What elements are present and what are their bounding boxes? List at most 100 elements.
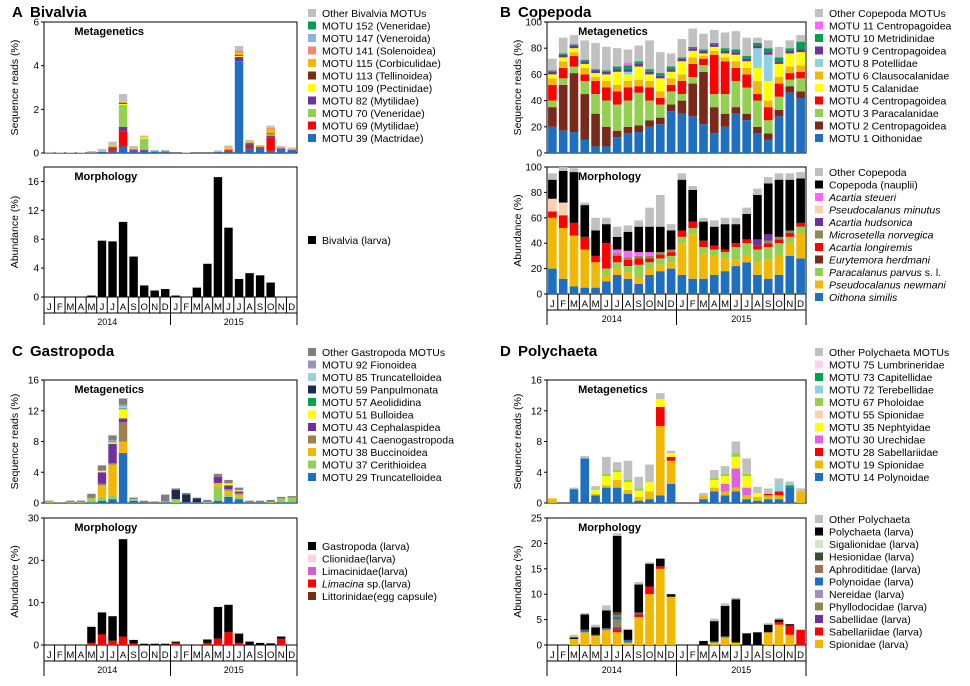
bar-other-bivalvia-motus [108, 141, 117, 147]
bar-motu-82-mytilidae [118, 126, 128, 132]
bar-motu-14-polynoidae [731, 491, 741, 503]
bar-motu-1-oithonidae [753, 133, 762, 153]
legend-swatch [308, 373, 316, 381]
bar-motu-5-calanidae [709, 46, 719, 51]
bar-motu-9-centropagoidea [709, 44, 719, 47]
bar-other-copepoda [785, 173, 795, 180]
bar-motu-28-sabellariidae [666, 456, 676, 461]
bar-pseudocalanus-newmani [655, 264, 665, 272]
bar-motu-6-clausocalanidae [645, 80, 654, 88]
legend-swatch [815, 280, 823, 289]
bar-motu-2-centropagoidea [699, 71, 708, 125]
bar-other-polychaeta [602, 605, 611, 611]
bar-polynoidae-larva [591, 634, 600, 636]
bar-copepoda-nauplii [763, 183, 773, 235]
bar-motu-4-centropagoidea [645, 87, 654, 101]
legend-entry: MOTU 59 Panpulmonata [322, 385, 438, 397]
bar-motu-67-pholoidae [742, 473, 751, 477]
bar-motu-1-oithonidae [645, 126, 654, 153]
y-tick-label: 4 [33, 468, 39, 479]
bar-motu-3-paracalanidae [774, 96, 784, 110]
bar-motu-41-caenogastropoda [224, 489, 233, 491]
bar-other-copepoda [623, 225, 633, 232]
panel-d-metagenetics: 0 4 8 12 16 Sequence reads (%) Metagenetics [512, 376, 807, 510]
bar-motu-37-cerithioidea [276, 498, 286, 503]
bar-motu-67-pholoidae [731, 453, 741, 457]
bar-motu-19-spionidae [612, 479, 622, 488]
legend-swatch [815, 552, 823, 561]
year-label: 2015 [224, 317, 244, 327]
bar-polychaeta-larva [580, 614, 590, 630]
bar-motu-19-spionidae [796, 491, 805, 503]
bar-other-copepoda [753, 188, 762, 195]
legend-entry: MOTU 8 Potellidae [829, 58, 918, 70]
bar-motu-19-spionidae [763, 495, 773, 500]
legend-entry: MOTU 82 (Mytilidae) [322, 96, 419, 108]
bar-copepoda-nauplii [602, 224, 611, 244]
bar-motu-9-centropagoidea [785, 50, 795, 54]
subplot-title: Metagenetics [74, 384, 144, 396]
bar-motu-6-clausocalanidae [742, 67, 751, 75]
bar-motu-43-cephalaspidea [224, 485, 233, 490]
month-label: F [690, 299, 696, 310]
bar-oithona-similis [612, 274, 622, 294]
bar-limacina-sp-larva [118, 636, 128, 645]
bar-motu-14-polynoidae [785, 487, 795, 503]
bar-motu-113-tellinoidea [245, 143, 254, 145]
bar-motu-70-veneridae [118, 104, 128, 127]
month-label: A [78, 650, 85, 661]
bar-motu-82-mytilidae [245, 144, 254, 147]
bar-paracalanus-parvus-s-l [623, 266, 633, 273]
month-label: M [570, 299, 578, 310]
legend-swatch [815, 9, 823, 17]
bar-motu-5-calanidae [699, 53, 708, 57]
bar-motu-4-centropagoidea [796, 71, 805, 79]
month-label: J [100, 302, 105, 313]
legend-swatch [815, 193, 823, 201]
legend-swatch [308, 410, 316, 419]
y-axis-label: Abundance (%) [9, 545, 21, 617]
bar-motu-2-centropagoidea [580, 94, 590, 140]
y-tick-label: 6 [33, 18, 39, 29]
bar-paracalanus-parvus-s-l [709, 249, 719, 256]
bar-oithona-similis [666, 268, 676, 294]
legend-entry: Pseudocalanus newmani [829, 280, 946, 292]
bar-motu-69-mytilidae [266, 137, 275, 151]
bar-paracalanus-parvus-s-l [796, 226, 805, 234]
bar-copepoda-nauplii [796, 178, 805, 223]
legend-swatch [815, 230, 823, 239]
bar-motu-35-nephtyidae [753, 493, 762, 497]
bar-other-copepoda [699, 217, 708, 222]
legend-entry: Limacinidae(larva) [322, 566, 408, 578]
bar-other-bivalvia-motus [150, 149, 159, 152]
bar-oithona-similis [709, 274, 719, 294]
month-label: S [130, 302, 136, 313]
bar-paracalanus-parvus-s-l [602, 268, 611, 275]
month-label: D [797, 650, 804, 661]
bar-motu-82-mytilidae [139, 149, 149, 151]
month-label: O [646, 299, 653, 310]
bar-acartia-longiremis [558, 215, 568, 228]
month-label: A [246, 302, 253, 313]
bar-other-gastropoda-motus [150, 501, 159, 503]
bar-spionidae-larva [666, 596, 676, 645]
y-axis-label: Sequence reads (%) [512, 394, 524, 490]
bar-gastropoda-larva [276, 636, 286, 639]
y-tick-label: 100 [525, 18, 542, 29]
bar-motu-2-centropagoidea [774, 109, 784, 117]
bar-motu-14-polynoidae [763, 499, 773, 503]
plot-frame [43, 379, 298, 504]
month-label: M [721, 650, 729, 661]
bar-motu-4-centropagoidea [785, 73, 795, 80]
bar-motu-1-oithonidae [558, 130, 568, 153]
bar-spionidae-larva [569, 638, 579, 645]
bar-motu-19-spionidae [720, 491, 730, 496]
bar-polychaeta-larva [623, 629, 633, 640]
bar-oithona-similis [645, 274, 654, 294]
y-tick-label: 20 [531, 122, 543, 133]
bar-oithona-similis [742, 262, 751, 294]
bar-other-bivalvia-motus [129, 146, 138, 149]
bar-motu-85-truncatelloidea [118, 406, 128, 409]
bar-polychaeta-larva [569, 637, 579, 639]
bar-limacina-sp-larva [129, 643, 138, 645]
